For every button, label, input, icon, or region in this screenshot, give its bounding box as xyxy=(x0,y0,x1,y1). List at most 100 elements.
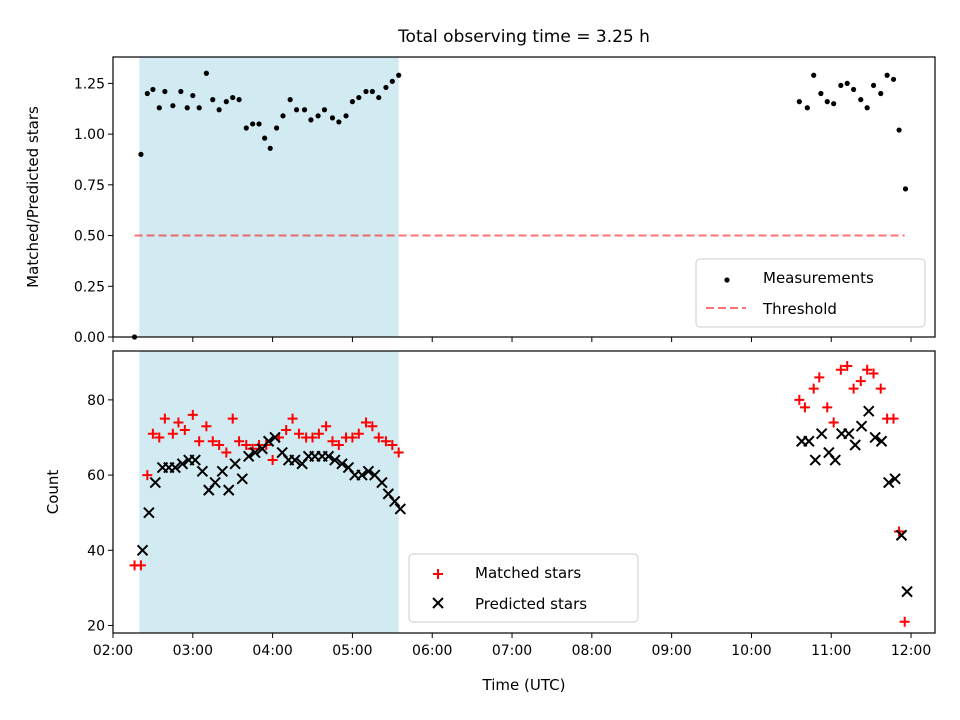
y-tick-label: 20 xyxy=(87,618,105,634)
x-tick-label: 05:00 xyxy=(332,643,372,659)
legend-label-measurements: Measurements xyxy=(763,269,874,287)
legend-marker-predicted xyxy=(432,597,444,609)
measurement-point xyxy=(274,125,280,131)
x-tick-label: 10:00 xyxy=(731,643,771,659)
matched-star-point xyxy=(868,368,879,379)
matched-star-point xyxy=(794,394,805,405)
y-tick-label: 60 xyxy=(87,468,105,484)
matched-star-point xyxy=(142,470,153,481)
matched-star-point xyxy=(373,432,384,443)
measurement-point xyxy=(844,80,850,86)
legend-label-matched: Matched stars xyxy=(475,564,581,582)
matched-star-point xyxy=(313,428,324,439)
matched-star-point xyxy=(147,428,158,439)
measurement-point xyxy=(858,97,864,103)
matched-star-point xyxy=(135,560,146,571)
measurement-point xyxy=(349,99,356,105)
matched-star-point xyxy=(828,417,839,428)
measurement-point xyxy=(190,92,196,99)
measurement-point xyxy=(144,90,150,97)
measurement-point xyxy=(162,88,168,95)
x-tick-label: 12:00 xyxy=(891,643,931,659)
measurement-point xyxy=(315,113,321,119)
matched-star-point xyxy=(241,440,252,450)
matched-star-point xyxy=(822,402,833,413)
predicted-star-point xyxy=(809,454,821,466)
x-tick-label: 04:00 xyxy=(252,643,292,659)
measurement-point xyxy=(178,88,184,95)
predicted-star-point xyxy=(149,476,162,489)
matched-star-point xyxy=(808,383,819,394)
measurement-point xyxy=(321,107,328,113)
matched-star-point xyxy=(187,409,198,420)
matched-star-point xyxy=(875,383,886,394)
legend: Measurements Threshold xyxy=(695,258,926,328)
matched-star-point xyxy=(814,372,825,383)
measurement-point xyxy=(336,119,342,125)
predicted-star-point xyxy=(901,585,913,598)
predicted-star-point xyxy=(863,405,875,417)
matched-star-point xyxy=(347,432,358,443)
legend-label-threshold: Threshold xyxy=(762,300,837,318)
y-tick-label: 0.75 xyxy=(74,178,105,194)
matched-star-point xyxy=(360,417,371,428)
measurement-point xyxy=(383,84,389,91)
matched-star-point xyxy=(842,361,853,372)
bottom-axes: 02:00 03:00 04:00 05:00 06:00 07:00 08:00 09:00… xyxy=(44,350,936,694)
matched-star-point xyxy=(835,364,846,375)
matched-star-point xyxy=(227,413,238,424)
shaded-observing-span xyxy=(139,57,399,337)
predicted-star-point xyxy=(829,454,841,466)
measurement-point xyxy=(396,72,402,78)
x-tick-label: 03:00 xyxy=(173,643,213,659)
predicted-star-point xyxy=(176,458,189,470)
matched-star-point xyxy=(293,428,304,439)
measurement-point xyxy=(243,125,249,131)
measurement-point xyxy=(890,76,897,82)
predicted-star-point xyxy=(169,461,181,474)
x-tick-label: 11:00 xyxy=(811,643,851,659)
predicted-star-point xyxy=(803,435,815,447)
measurement-point xyxy=(301,107,308,113)
y-tick-label: 0.00 xyxy=(74,330,105,346)
measurement-point xyxy=(308,117,314,123)
matched-star-point xyxy=(214,440,225,450)
matched-star-point xyxy=(307,432,318,443)
matched-star-point xyxy=(855,376,866,387)
chart-title: Total observing time = 3.25 h xyxy=(397,27,650,47)
matched-star-point xyxy=(194,436,205,447)
matched-star-point xyxy=(380,436,391,447)
measurement-point xyxy=(216,107,222,113)
top-axes: 0.00 0.25 0.50 0.75 1.00 1.25 Matched/Predicte… xyxy=(24,56,936,346)
matched-star-point xyxy=(221,447,232,458)
matched-star-point xyxy=(167,428,178,439)
y-tick-label: 40 xyxy=(87,543,105,559)
measurement-point xyxy=(210,97,216,103)
matched-star-point xyxy=(353,428,364,439)
matched-star-point xyxy=(159,413,170,424)
x-tick-label: 02:00 xyxy=(93,643,133,659)
measurement-point xyxy=(376,94,382,101)
predicted-star-point xyxy=(189,454,201,466)
predicted-star-point xyxy=(389,495,401,508)
predicted-star-point xyxy=(356,469,368,481)
measurement-point xyxy=(369,88,375,95)
matched-star-point xyxy=(179,424,190,435)
measurement-point xyxy=(796,99,802,105)
predicted-star-point xyxy=(229,458,241,470)
matched-star-point xyxy=(888,413,899,424)
measurement-point xyxy=(811,72,817,78)
measurement-point xyxy=(902,186,909,192)
x-axis-label: Time (UTC) xyxy=(482,676,566,694)
measurement-point xyxy=(256,121,262,127)
y-tick-label: 1.00 xyxy=(74,127,105,143)
x-tick-label: 08:00 xyxy=(572,643,612,659)
measurement-point xyxy=(293,107,300,113)
measurement-point xyxy=(831,101,837,107)
x-tick-label: 09:00 xyxy=(651,643,691,659)
y-tick-label: 0.50 xyxy=(74,229,105,245)
measurement-point xyxy=(850,86,857,93)
predicted-star-point xyxy=(136,544,149,556)
predicted-star-point xyxy=(269,431,281,444)
